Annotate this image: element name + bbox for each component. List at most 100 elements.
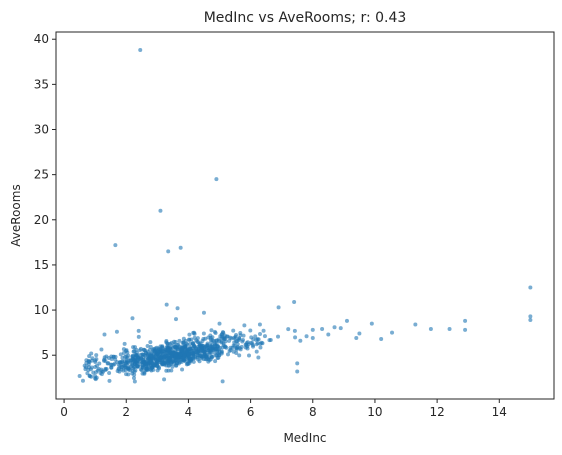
scatter-point	[135, 364, 140, 369]
scatter-point	[80, 378, 85, 383]
scatter-point	[237, 336, 242, 341]
x-tick-label: 10	[367, 405, 382, 419]
scatter-point	[210, 354, 215, 359]
scatter-point	[150, 365, 155, 370]
scatter-point	[238, 347, 243, 352]
scatter-point	[224, 345, 229, 350]
scatter-point	[206, 346, 211, 351]
scatter-point	[86, 359, 91, 364]
scatter-point	[136, 328, 141, 333]
y-tick-label: 5	[41, 348, 49, 362]
scatter-point	[244, 341, 249, 346]
x-tick-label: 4	[185, 405, 193, 419]
scatter-point	[254, 349, 259, 354]
scatter-point	[186, 352, 191, 357]
scatter-point	[192, 330, 197, 335]
scatter-point	[183, 359, 188, 364]
x-tick-label: 14	[492, 405, 507, 419]
scatter-point	[89, 374, 94, 379]
scatter-point	[171, 351, 175, 356]
scatter-point	[102, 332, 107, 337]
x-tick-label: 2	[122, 405, 130, 419]
y-axis-ticks: 5 10 15 20 25 30 35 40	[34, 32, 56, 362]
scatter-point	[213, 331, 218, 336]
scatter-point	[132, 379, 137, 384]
scatter-point	[143, 368, 148, 373]
scatter-point	[310, 327, 315, 332]
scatter-point	[204, 353, 209, 358]
scatter-point	[157, 366, 162, 371]
scatter-point	[106, 356, 111, 361]
scatter-point	[216, 347, 221, 352]
scatter-point	[240, 339, 245, 344]
scatter-point	[528, 318, 533, 322]
scatter-point	[447, 327, 452, 332]
scatter-point	[175, 306, 180, 311]
scatter-point	[234, 333, 239, 338]
scatter-point	[180, 367, 185, 372]
scatter-point	[99, 367, 104, 372]
scatter-point	[130, 371, 135, 376]
scatter-point	[251, 337, 256, 342]
scatter-point	[118, 352, 123, 357]
scatter-point	[176, 342, 181, 347]
scatter-point	[232, 343, 237, 348]
scatter-point	[208, 337, 213, 342]
scatter-point	[218, 334, 223, 339]
chart-title: MedInc vs AveRooms; r: 0.43	[204, 10, 407, 26]
x-tick-label: 0	[60, 405, 68, 419]
scatter-point	[258, 345, 263, 350]
scatter-point	[184, 341, 189, 346]
scatter-point	[210, 343, 215, 348]
scatter-point	[227, 338, 232, 343]
y-tick-label: 20	[34, 213, 49, 227]
scatter-point	[113, 354, 118, 359]
scatter-point	[202, 349, 207, 354]
scatter-point	[162, 355, 167, 360]
scatter-point	[136, 358, 141, 363]
scatter-point	[162, 377, 167, 382]
scatter-point	[219, 340, 224, 345]
scatter-point	[200, 345, 205, 350]
scatter-point	[158, 208, 163, 213]
scatter-point	[428, 327, 433, 332]
scatter-point	[194, 346, 199, 351]
scatter-point	[93, 358, 98, 363]
scatter-point	[201, 310, 206, 315]
scatter-point	[250, 341, 255, 346]
x-tick-label: 6	[247, 405, 255, 419]
scatter-point	[140, 359, 145, 364]
scatter-point	[175, 357, 180, 361]
scatter-point	[220, 345, 225, 350]
scatter-point	[242, 323, 247, 328]
scatter-point	[89, 351, 94, 356]
scatter-point	[292, 328, 297, 333]
scatter-point	[107, 378, 112, 383]
scatter-point	[234, 339, 239, 344]
scatter-point	[148, 340, 153, 345]
scatter-point	[298, 338, 303, 343]
scatter-point	[206, 359, 211, 364]
scatter-point	[206, 356, 211, 361]
scatter-point	[99, 372, 104, 377]
scatter-point	[413, 322, 418, 327]
scatter-point	[226, 352, 230, 357]
scatter-point	[357, 331, 362, 336]
y-tick-label: 15	[34, 258, 49, 272]
scatter-point	[276, 334, 281, 339]
scatter-point	[93, 364, 98, 369]
scatter-point	[154, 353, 159, 358]
scatter-point	[114, 329, 119, 334]
scatter-point	[166, 342, 171, 347]
scatter-point	[91, 370, 96, 375]
scatter-point	[164, 363, 169, 368]
scatter-point	[200, 354, 205, 359]
scatter-point	[201, 336, 206, 341]
scatter-point	[153, 358, 158, 363]
scatter-point	[191, 350, 196, 355]
scatter-point	[228, 348, 233, 353]
scatter-point	[320, 327, 325, 332]
scatter-point	[145, 343, 150, 348]
scatter-point	[151, 354, 156, 359]
scatter-point	[225, 334, 230, 339]
